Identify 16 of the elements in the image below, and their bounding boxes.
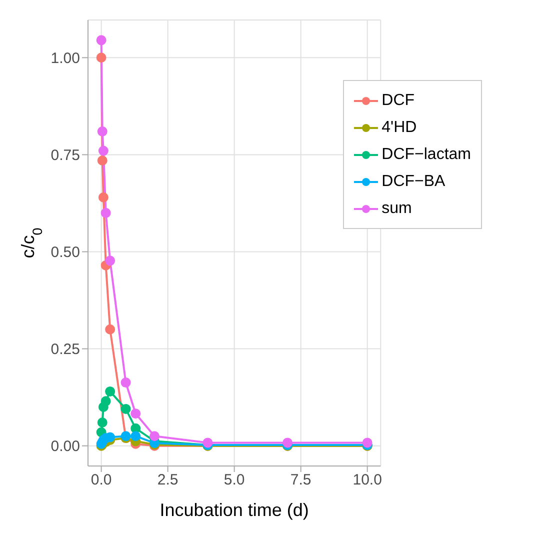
x-tick-label: 7.5 [290,472,312,489]
y-tick-label: 0.75 [50,147,80,164]
legend-label: DCF [382,92,415,110]
legend-label: DCF−BA [382,172,446,190]
x-tick-label: 0.0 [90,472,112,489]
y-tick-label: 1.00 [50,50,80,67]
x-tick-label: 10.0 [352,472,382,489]
y-tick-label: 0.00 [50,438,80,456]
legend-label: DCF−lactam [382,146,471,164]
y-tick-label: 0.50 [50,244,80,262]
x-axis-title: Incubation time (d) [160,500,309,520]
legend-label: 4'HD [382,118,417,136]
legend-label: sum [382,200,412,218]
x-tick-label: 5.0 [224,472,245,489]
x-tick-label: 2.5 [157,472,178,489]
y-tick-label: 0.25 [50,341,80,358]
